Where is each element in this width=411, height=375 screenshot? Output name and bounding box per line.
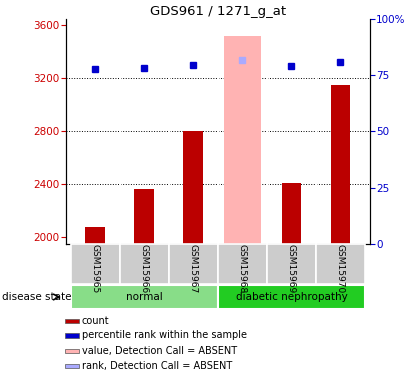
Bar [65,364,79,368]
Bar [71,244,120,284]
Bar [71,285,218,309]
Text: GSM15968: GSM15968 [238,244,247,294]
Text: disease state: disease state [2,292,72,302]
Bar [134,189,154,244]
Bar [85,226,105,244]
Text: value, Detection Call = ABSENT: value, Detection Call = ABSENT [82,346,237,356]
Bar [65,333,79,338]
Text: GSM15970: GSM15970 [336,244,345,294]
Bar [224,36,261,244]
Text: GSM15967: GSM15967 [189,244,198,294]
Text: count: count [82,316,110,326]
Bar [65,348,79,353]
Text: rank, Detection Call = ABSENT: rank, Detection Call = ABSENT [82,361,232,371]
Bar [65,319,79,323]
Bar [169,244,218,284]
Text: GSM15969: GSM15969 [287,244,296,294]
Bar [331,85,350,244]
Text: GSM15966: GSM15966 [140,244,149,294]
Bar [218,285,365,309]
Text: normal: normal [126,292,163,302]
Bar [316,244,365,284]
Bar [267,244,316,284]
Bar [282,183,301,244]
Text: percentile rank within the sample: percentile rank within the sample [82,330,247,340]
Bar [218,244,267,284]
Title: GDS961 / 1271_g_at: GDS961 / 1271_g_at [150,4,286,18]
Bar [183,131,203,244]
Text: GSM15965: GSM15965 [91,244,100,294]
Bar [120,244,169,284]
Text: diabetic nephropathy: diabetic nephropathy [236,292,347,302]
